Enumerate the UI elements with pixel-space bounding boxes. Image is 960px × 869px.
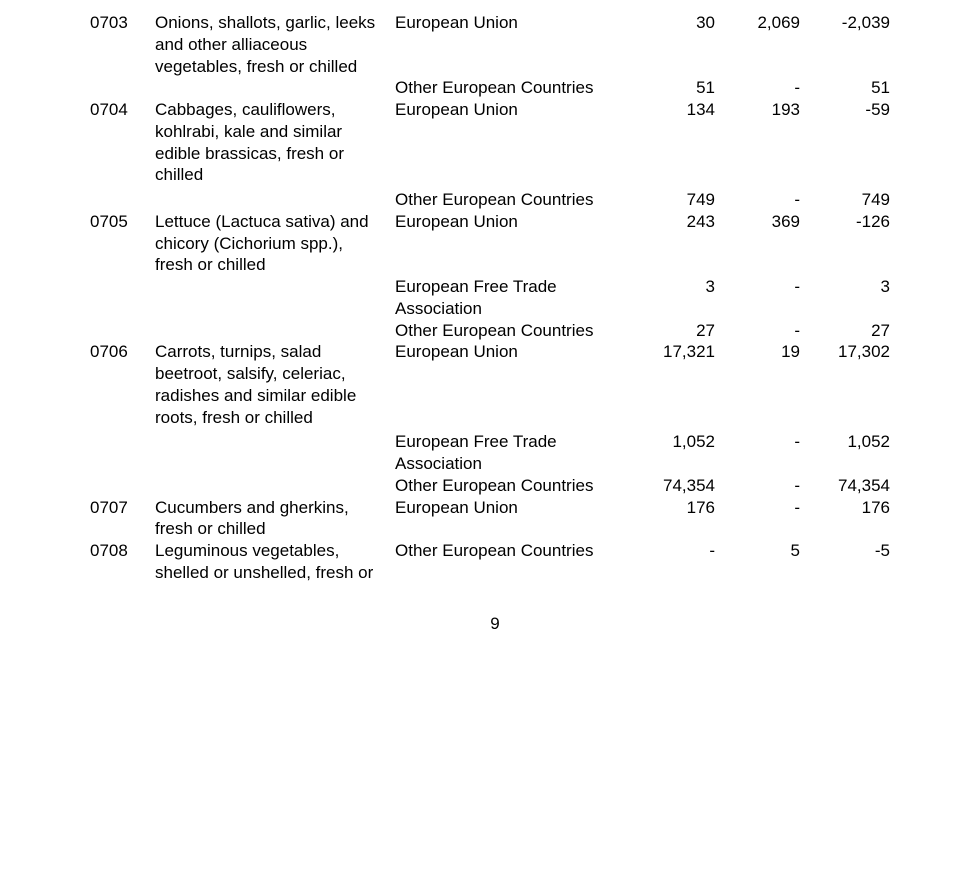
origin: European Union (395, 497, 630, 519)
value-2: 2,069 (715, 12, 800, 34)
value-1: 74,354 (630, 475, 715, 497)
description: Cucumbers and gherkins, fresh or chilled (155, 497, 395, 541)
value-3: -59 (800, 99, 890, 121)
value-1: 27 (630, 320, 715, 342)
value-2: - (715, 431, 800, 453)
origin: Other European Countries (395, 320, 630, 342)
value-2: 369 (715, 211, 800, 233)
value-2: 19 (715, 341, 800, 363)
value-3: -5 (800, 540, 890, 562)
table-row: 0706 Carrots, turnips, salad beetroot, s… (90, 341, 900, 428)
value-2: - (715, 497, 800, 519)
value-1: 176 (630, 497, 715, 519)
table-row: 0707 Cucumbers and gherkins, fresh or ch… (90, 497, 900, 541)
table-row: Other European Countries 51 - 51 (90, 77, 900, 99)
hs-code: 0708 (90, 540, 155, 562)
value-1: 749 (630, 189, 715, 211)
table-row: Other European Countries 27 - 27 (90, 320, 900, 342)
value-3: 74,354 (800, 475, 890, 497)
table-row: Other European Countries 74,354 - 74,354 (90, 475, 900, 497)
value-1: 243 (630, 211, 715, 233)
value-1: 30 (630, 12, 715, 34)
page-container: 0703 Onions, shallots, garlic, leeks and… (0, 0, 960, 654)
page-number: 9 (90, 614, 900, 634)
value-2: - (715, 475, 800, 497)
value-3: -2,039 (800, 12, 890, 34)
hs-code: 0707 (90, 497, 155, 519)
origin: European Union (395, 12, 630, 34)
table-row: 0708 Leguminous vegetables, shelled or u… (90, 540, 900, 584)
description: Carrots, turnips, salad beetroot, salsif… (155, 341, 395, 428)
value-1: 17,321 (630, 341, 715, 363)
value-3: 1,052 (800, 431, 890, 453)
hs-code: 0703 (90, 12, 155, 34)
value-1: - (630, 540, 715, 562)
table-row: Other European Countries 749 - 749 (90, 189, 900, 211)
value-3: 51 (800, 77, 890, 99)
value-2: 5 (715, 540, 800, 562)
value-3: 27 (800, 320, 890, 342)
table-row: 0704 Cabbages, cauliflowers, kohlrabi, k… (90, 99, 900, 186)
value-3: 3 (800, 276, 890, 298)
description: Onions, shallots, garlic, leeks and othe… (155, 12, 395, 77)
description: Cabbages, cauliflowers, kohlrabi, kale a… (155, 99, 395, 186)
origin: Other European Countries (395, 189, 630, 211)
value-3: 17,302 (800, 341, 890, 363)
origin: European Union (395, 211, 630, 233)
origin: Other European Countries (395, 77, 630, 99)
value-2: - (715, 320, 800, 342)
origin: European Free Trade Association (395, 276, 630, 320)
origin: Other European Countries (395, 475, 630, 497)
value-3: -126 (800, 211, 890, 233)
table-row: European Free Trade Association 1,052 - … (90, 431, 900, 475)
table-row: 0705 Lettuce (Lactuca sativa) and chicor… (90, 211, 900, 276)
value-2: - (715, 189, 800, 211)
value-1: 1,052 (630, 431, 715, 453)
origin: European Free Trade Association (395, 431, 630, 475)
value-3: 176 (800, 497, 890, 519)
value-2: - (715, 77, 800, 99)
table-row: European Free Trade Association 3 - 3 (90, 276, 900, 320)
table-row: 0703 Onions, shallots, garlic, leeks and… (90, 12, 900, 77)
value-2: - (715, 276, 800, 298)
origin: European Union (395, 341, 630, 363)
value-1: 134 (630, 99, 715, 121)
hs-code: 0704 (90, 99, 155, 121)
hs-code: 0706 (90, 341, 155, 363)
value-1: 51 (630, 77, 715, 99)
hs-code: 0705 (90, 211, 155, 233)
description: Lettuce (Lactuca sativa) and chicory (Ci… (155, 211, 395, 276)
origin: European Union (395, 99, 630, 121)
description: Leguminous vegetables, shelled or unshel… (155, 540, 395, 584)
value-1: 3 (630, 276, 715, 298)
value-2: 193 (715, 99, 800, 121)
origin: Other European Countries (395, 540, 630, 562)
value-3: 749 (800, 189, 890, 211)
